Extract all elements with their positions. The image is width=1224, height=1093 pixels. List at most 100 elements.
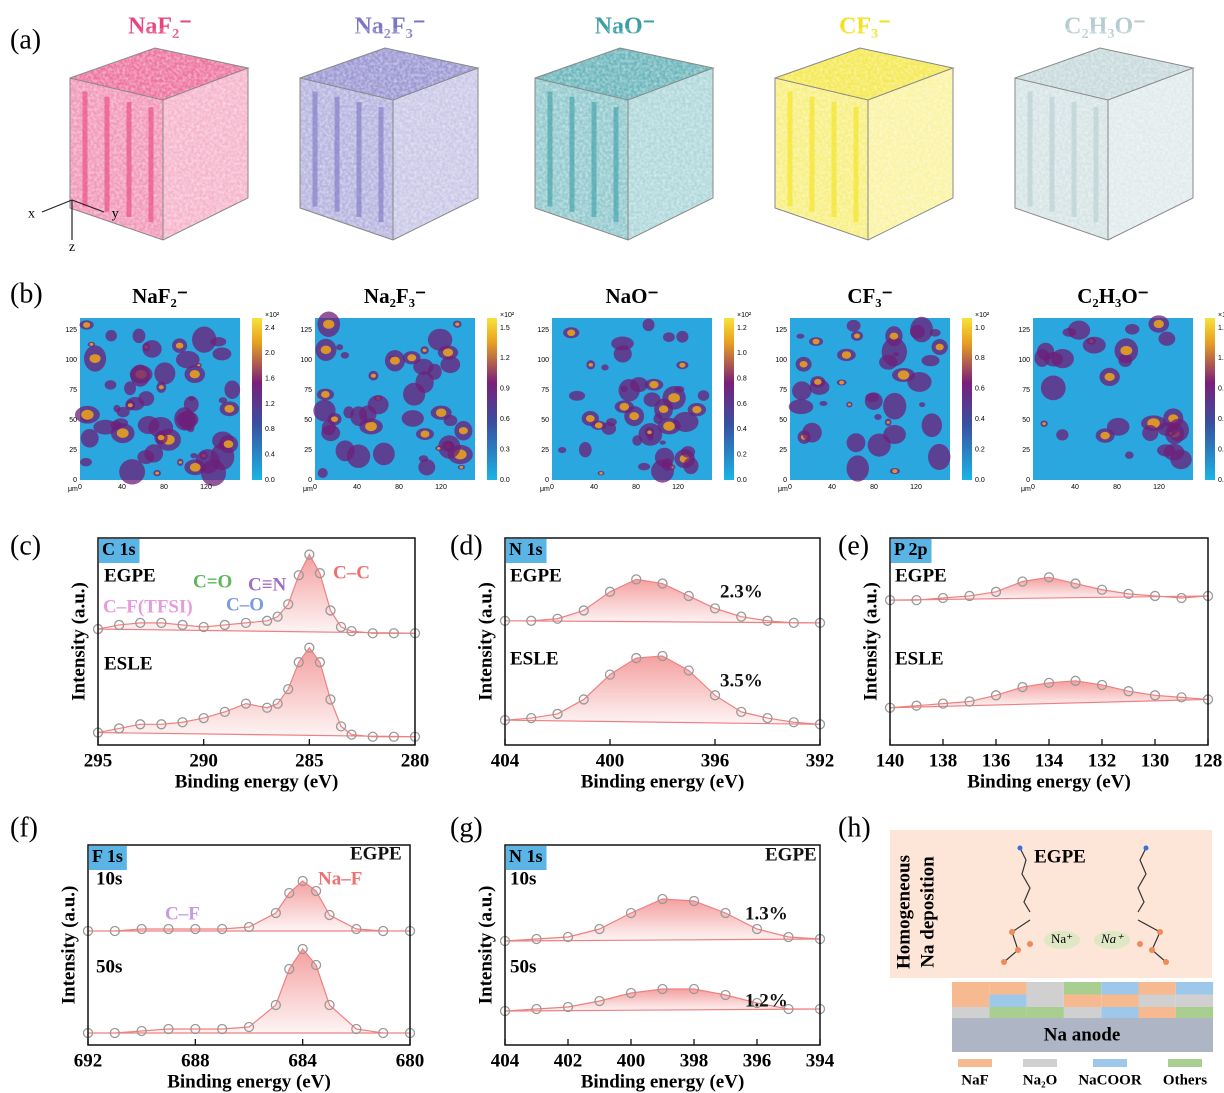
annotation: 1.3%: [745, 903, 788, 924]
heatmap-blob: [606, 418, 617, 426]
heatmap-blob: [1062, 328, 1076, 337]
heatmap-blob: [224, 380, 240, 398]
colorbar-label: 1.5: [1218, 325, 1224, 332]
plot-title: C 1s: [102, 539, 136, 559]
colorbar-label: 0.8: [975, 355, 985, 362]
cube: [535, 48, 713, 240]
electrolyte-label: EGPE: [1034, 846, 1086, 867]
colorbar: [962, 318, 972, 480]
series-label: EGPE: [104, 565, 156, 586]
sei-block: [1101, 995, 1138, 1008]
colorbar-scale: ×10²: [975, 312, 990, 319]
colorbar-label: 0.9: [1218, 386, 1224, 393]
legend-swatch: [1168, 1059, 1202, 1067]
heatmap-hot: [1120, 346, 1132, 355]
map-y-tick: 75: [541, 387, 549, 394]
colorbar-label: 0.4: [737, 426, 747, 433]
heatmap-blob: [110, 420, 121, 429]
x-axis-label: Binding energy (eV): [175, 771, 339, 792]
colorbar: [487, 318, 497, 480]
map-title: NaO⁻: [605, 284, 658, 308]
heatmap-hot: [567, 330, 575, 337]
heatmap-hot: [839, 381, 844, 385]
colorbar-label: 0.6: [975, 386, 985, 393]
species-title: NaF₂⁻: [128, 14, 192, 40]
heatmap-hot: [1100, 432, 1109, 440]
map-y-tick: 0: [73, 477, 77, 484]
heatmap-hot: [190, 463, 201, 472]
heatmap-blob: [336, 440, 355, 461]
heatmap-blob: [1125, 324, 1139, 334]
map-y-tick: 125: [300, 327, 312, 334]
ion-label: Na⁺: [1051, 931, 1073, 946]
map-x-tick: 40: [118, 484, 126, 491]
map-y-tick: 75: [1022, 387, 1030, 394]
x-tick-label: 402: [554, 1050, 583, 1071]
heatmap-hot: [659, 405, 668, 413]
annotation: EGPE: [350, 843, 402, 864]
sei-block: [1176, 982, 1213, 995]
map-y-tick: 125: [775, 327, 787, 334]
species-title: NaO⁻: [595, 14, 656, 40]
heatmap-hot: [128, 403, 133, 407]
sei-block: [1101, 1007, 1138, 1020]
heatmap-hot: [1042, 422, 1046, 425]
heatmap-blob: [922, 413, 942, 437]
map-unit: μm: [778, 486, 788, 493]
x-axis-label: Binding energy (eV): [581, 771, 745, 792]
x-tick-label: 398: [680, 1050, 709, 1071]
heatmap-blob: [676, 331, 688, 343]
x-axis-label: Binding energy (eV): [167, 1071, 331, 1092]
heatmap-blob: [142, 340, 161, 358]
heatmap-blob: [1170, 450, 1191, 469]
heatmap-hot: [892, 469, 897, 473]
sei-block: [1139, 1007, 1176, 1020]
plot-title: P 2p: [894, 539, 928, 559]
heatmap-blob: [883, 393, 906, 420]
colorbar-label: 0.2: [737, 452, 747, 459]
x-tick-label: 400: [596, 750, 625, 771]
heatmap-blob: [789, 399, 814, 414]
map-x-tick: 40: [828, 484, 836, 491]
colorbar-label: 2.0: [265, 350, 275, 357]
y-axis-label: Intensity (a.u.): [68, 582, 89, 701]
heatmap-hot: [455, 322, 459, 325]
cube: [775, 48, 953, 240]
map-y-tick: 75: [779, 387, 787, 394]
colorbar-label: 0.8: [737, 376, 747, 383]
colorbar-label: 0.8: [265, 426, 275, 433]
cube: [300, 48, 478, 240]
map-x-tick: 80: [1113, 484, 1121, 491]
annotation: Na–F: [318, 868, 362, 889]
sei-block: [952, 1007, 989, 1020]
heatmap-blob: [1125, 451, 1134, 459]
heatmap-blob: [819, 401, 827, 406]
fitted-peak: [890, 681, 1208, 708]
map-x-tick: 40: [590, 484, 598, 491]
heatmap-blob: [660, 441, 666, 445]
heatmap-hot: [190, 370, 200, 378]
anode-label: Na anode: [1044, 1024, 1121, 1045]
heatmap-blob: [865, 392, 883, 410]
x-tick-label: 295: [84, 750, 113, 771]
series-label: 10s: [96, 868, 122, 889]
heatmap-blob: [119, 459, 145, 484]
heatmap-hot: [854, 334, 860, 339]
map-x-tick: 80: [395, 484, 403, 491]
colorbar-label: 2.4: [265, 325, 275, 332]
legend-swatch: [1023, 1059, 1057, 1067]
map-x-tick: 120: [200, 484, 212, 491]
heatmap-hot: [936, 344, 944, 351]
colorbar: [252, 318, 262, 480]
heatmap-blob: [212, 347, 231, 360]
heatmap-blob: [874, 414, 881, 420]
heatmap-blob: [663, 332, 675, 342]
map-y-tick: 125: [65, 327, 77, 334]
sei-block: [1064, 1007, 1101, 1020]
sei-block: [1101, 982, 1138, 995]
colorbar-label: 1.0: [737, 350, 747, 357]
heatmap-hot: [83, 322, 90, 328]
sei-block: [1027, 982, 1064, 995]
map-y-tick: 100: [775, 357, 787, 364]
heatmap-blob: [219, 397, 227, 403]
